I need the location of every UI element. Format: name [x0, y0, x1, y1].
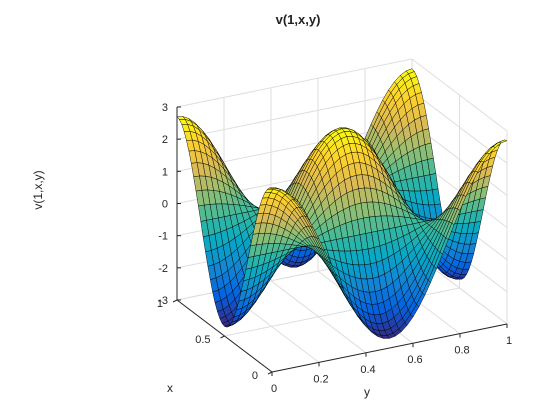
x-tick-label: 0.5 — [195, 334, 210, 346]
back-wall-grid-line — [411, 58, 508, 132]
tick-layer: -3 -2 -1 0 1 2 3 0 0.2 0.4 0.6 0.8 1 0 0.5 1 — [157, 102, 512, 395]
back-wall-grid-line — [176, 58, 413, 108]
y-tick-label: 0.2 — [313, 373, 328, 385]
x-tick-label: 1 — [157, 298, 163, 310]
x-tick-mark — [267, 371, 273, 375]
y-tick-label: 0 — [271, 383, 277, 395]
z-tick-label: -2 — [158, 263, 168, 275]
z-tick-label: -3 — [158, 295, 168, 307]
x-tick-mark — [172, 299, 178, 303]
y-axis-label: y — [364, 385, 370, 399]
y-tick-label: 0.6 — [407, 354, 422, 366]
y-axis-line — [271, 323, 508, 373]
surface-layer — [176, 68, 508, 339]
z-tick-label: 1 — [162, 166, 168, 178]
y-tick-label: 0.8 — [454, 345, 469, 357]
z-axis-label: v(1,x,y) — [31, 170, 45, 209]
surface-patch — [498, 139, 508, 144]
chart-title: v(1,x,y) — [276, 12, 321, 27]
y-tick-label: 0.4 — [360, 364, 375, 376]
x-axis-label: x — [167, 381, 173, 395]
z-tick-label: 0 — [162, 199, 168, 211]
back-wall-grid-line — [176, 90, 413, 140]
y-tick-label: 1 — [506, 335, 512, 347]
x-tick-mark — [220, 335, 225, 339]
z-tick-label: 2 — [162, 134, 168, 146]
z-tick-label: 3 — [162, 102, 168, 114]
z-tick-label: -1 — [158, 231, 168, 243]
x-tick-label: 0 — [252, 370, 258, 382]
